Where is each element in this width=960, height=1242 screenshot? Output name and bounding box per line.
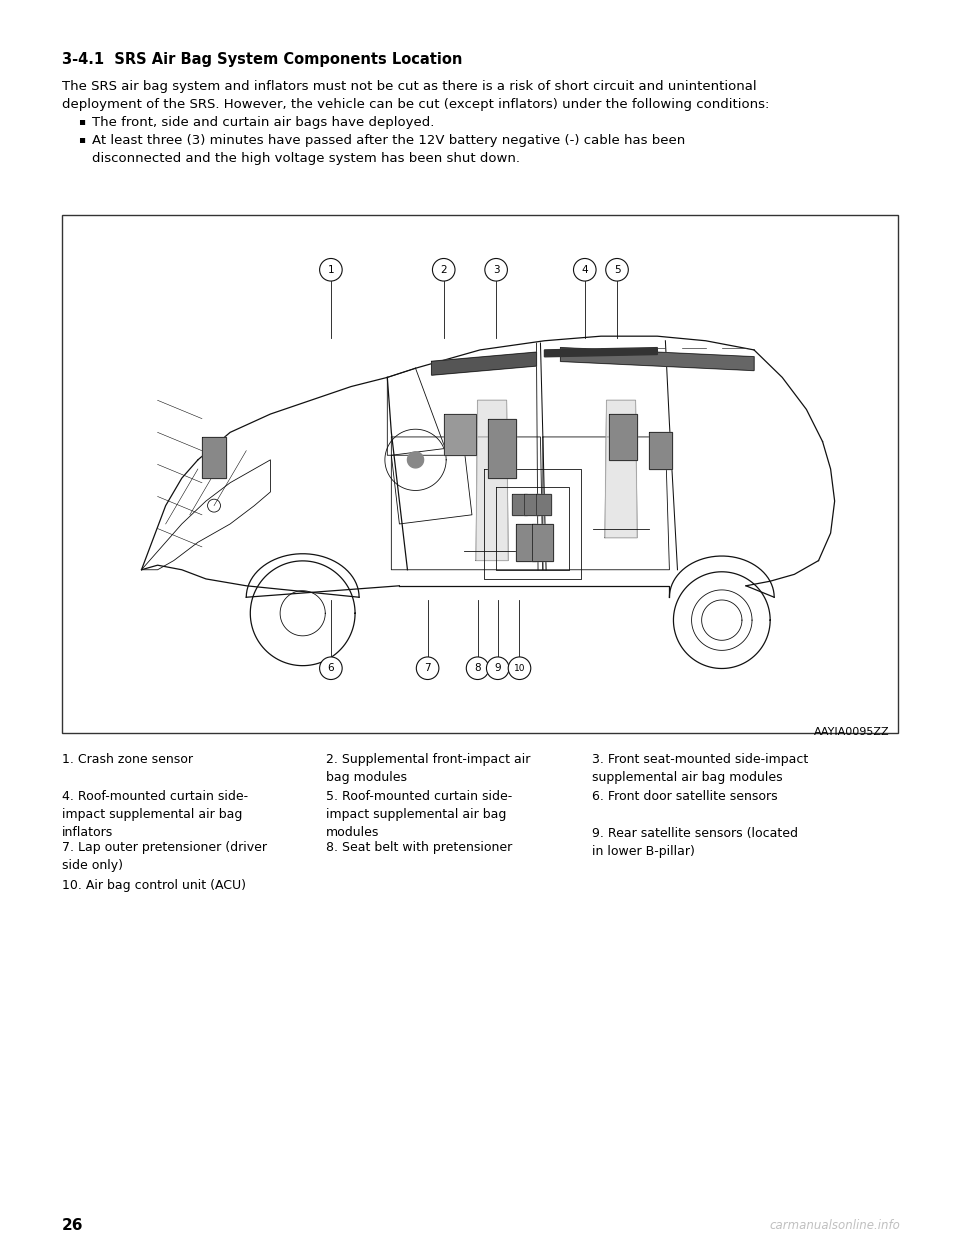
- Text: 9. Rear satellite sensors (located
in lower B-pillar): 9. Rear satellite sensors (located in lo…: [592, 827, 798, 858]
- Text: 9: 9: [494, 663, 501, 673]
- Circle shape: [320, 657, 342, 679]
- Text: 3-4.1  SRS Air Bag System Components Location: 3-4.1 SRS Air Bag System Components Loca…: [62, 52, 463, 67]
- Circle shape: [573, 258, 596, 281]
- Polygon shape: [407, 452, 423, 468]
- Text: 7: 7: [424, 663, 431, 673]
- Text: disconnected and the high voltage system has been shut down.: disconnected and the high voltage system…: [92, 152, 520, 165]
- Polygon shape: [561, 348, 754, 370]
- Text: 3: 3: [492, 265, 499, 274]
- Polygon shape: [537, 494, 551, 514]
- Text: 1: 1: [327, 265, 334, 274]
- Polygon shape: [476, 400, 508, 560]
- Text: 5: 5: [613, 265, 620, 274]
- Circle shape: [432, 258, 455, 281]
- Circle shape: [485, 258, 508, 281]
- Polygon shape: [516, 524, 537, 560]
- Text: 8. Seat belt with pretensioner: 8. Seat belt with pretensioner: [326, 842, 513, 854]
- Bar: [62, 215, 898, 733]
- Polygon shape: [432, 353, 537, 375]
- Text: ▪: ▪: [78, 134, 85, 144]
- Text: 10: 10: [514, 663, 525, 673]
- Circle shape: [320, 258, 342, 281]
- Text: 2. Supplemental front-impact air
bag modules: 2. Supplemental front-impact air bag mod…: [326, 753, 530, 784]
- Polygon shape: [444, 414, 476, 456]
- Text: 7. Lap outer pretensioner (driver
side only): 7. Lap outer pretensioner (driver side o…: [62, 842, 267, 872]
- Text: 26: 26: [62, 1218, 84, 1233]
- Text: deployment of the SRS. However, the vehicle can be cut (except inflators) under : deployment of the SRS. However, the vehi…: [62, 98, 769, 111]
- Text: 3. Front seat-mounted side-impact
supplemental air bag modules: 3. Front seat-mounted side-impact supple…: [592, 753, 808, 784]
- Text: 1. Crash zone sensor: 1. Crash zone sensor: [62, 753, 193, 766]
- Text: carmanualsonline.info: carmanualsonline.info: [769, 1218, 900, 1232]
- Text: 10. Air bag control unit (ACU): 10. Air bag control unit (ACU): [62, 878, 246, 892]
- Text: 4: 4: [582, 265, 588, 274]
- Polygon shape: [609, 414, 637, 460]
- Polygon shape: [649, 432, 672, 469]
- Text: 6: 6: [327, 663, 334, 673]
- Text: The front, side and curtain air bags have deployed.: The front, side and curtain air bags hav…: [92, 116, 434, 129]
- Circle shape: [606, 258, 628, 281]
- Text: The SRS air bag system and inflators must not be cut as there is a risk of short: The SRS air bag system and inflators mus…: [62, 79, 756, 93]
- Text: 4. Roof-mounted curtain side-
impact supplemental air bag
inflators: 4. Roof-mounted curtain side- impact sup…: [62, 790, 248, 840]
- Polygon shape: [544, 348, 658, 356]
- Circle shape: [417, 657, 439, 679]
- Text: 2: 2: [441, 265, 447, 274]
- Polygon shape: [513, 494, 527, 514]
- Text: AAYIA0095ZZ: AAYIA0095ZZ: [814, 727, 890, 737]
- Circle shape: [508, 657, 531, 679]
- Polygon shape: [488, 419, 516, 478]
- Polygon shape: [202, 437, 227, 478]
- Polygon shape: [605, 400, 637, 538]
- Polygon shape: [524, 494, 539, 514]
- Polygon shape: [533, 524, 553, 560]
- Circle shape: [487, 657, 509, 679]
- Text: ▪: ▪: [78, 116, 85, 125]
- Text: 8: 8: [474, 663, 481, 673]
- Text: 6. Front door satellite sensors: 6. Front door satellite sensors: [592, 790, 778, 804]
- Text: 5. Roof-mounted curtain side-
impact supplemental air bag
modules: 5. Roof-mounted curtain side- impact sup…: [326, 790, 513, 840]
- Circle shape: [467, 657, 489, 679]
- Text: At least three (3) minutes have passed after the 12V battery negative (-) cable : At least three (3) minutes have passed a…: [92, 134, 685, 147]
